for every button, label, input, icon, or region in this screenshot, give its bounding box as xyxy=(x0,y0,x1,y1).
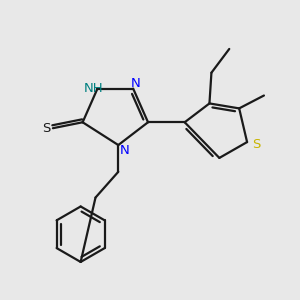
Text: N: N xyxy=(119,143,129,157)
Text: S: S xyxy=(42,122,50,135)
Text: S: S xyxy=(252,138,260,151)
Text: NH: NH xyxy=(84,82,103,95)
Text: N: N xyxy=(130,77,140,90)
